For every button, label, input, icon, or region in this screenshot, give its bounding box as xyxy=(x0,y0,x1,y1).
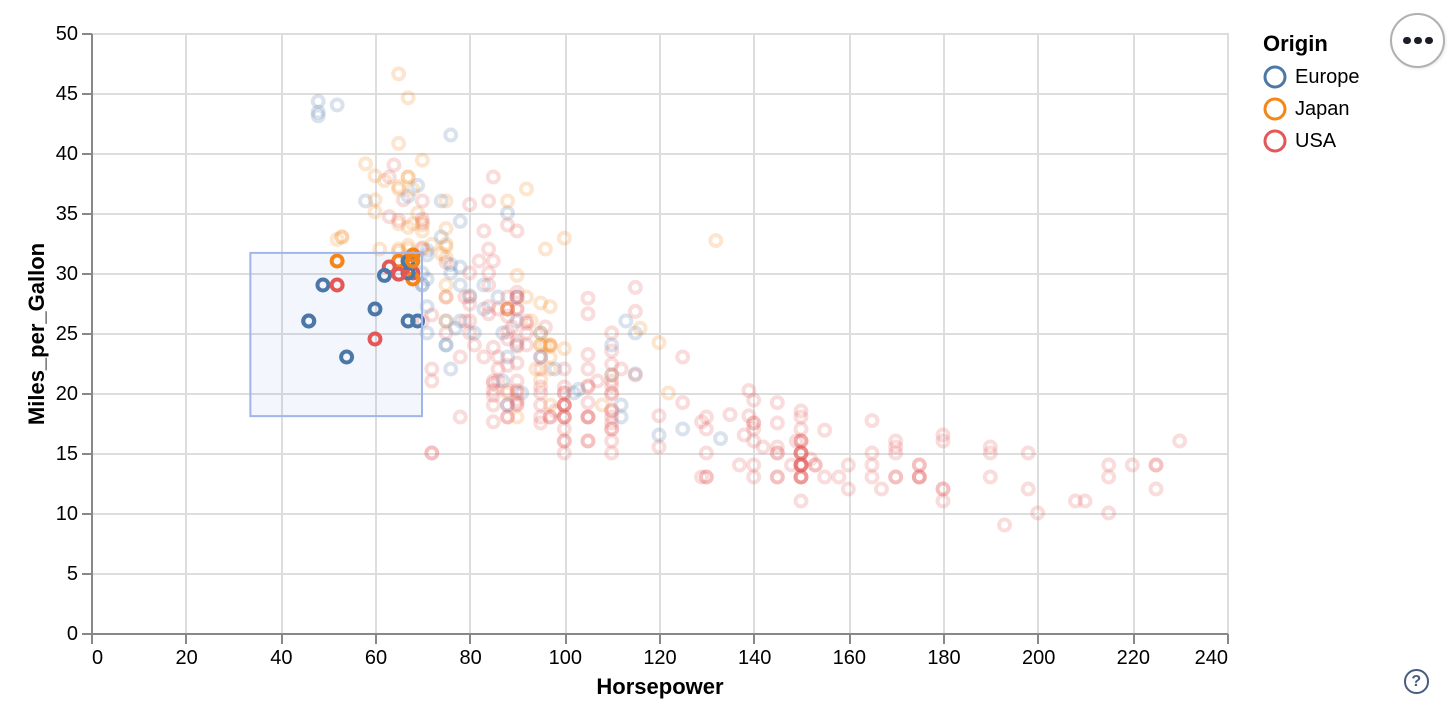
svg-text:25: 25 xyxy=(56,323,78,345)
svg-text:Miles_per_Gallon: Miles_per_Gallon xyxy=(24,243,49,425)
svg-text:Horsepower: Horsepower xyxy=(597,674,725,699)
svg-text:45: 45 xyxy=(56,83,78,105)
svg-text:160: 160 xyxy=(833,647,866,669)
svg-text:120: 120 xyxy=(644,647,677,669)
svg-text:30: 30 xyxy=(56,263,78,285)
svg-text:140: 140 xyxy=(738,647,771,669)
svg-text:35: 35 xyxy=(56,203,78,225)
svg-text:50: 50 xyxy=(56,23,78,45)
svg-text:0: 0 xyxy=(92,647,103,669)
svg-text:60: 60 xyxy=(365,647,387,669)
svg-text:Europe: Europe xyxy=(1295,66,1360,88)
svg-text:Origin: Origin xyxy=(1263,31,1328,56)
svg-text:0: 0 xyxy=(67,623,78,645)
svg-text:80: 80 xyxy=(460,647,482,669)
svg-text:200: 200 xyxy=(1022,647,1055,669)
svg-text:40: 40 xyxy=(56,143,78,165)
svg-text:10: 10 xyxy=(56,503,78,525)
svg-text:Japan: Japan xyxy=(1295,98,1350,120)
svg-text:20: 20 xyxy=(56,383,78,405)
svg-text:220: 220 xyxy=(1117,647,1150,669)
svg-text:20: 20 xyxy=(176,647,198,669)
svg-text:15: 15 xyxy=(56,443,78,465)
svg-text:240: 240 xyxy=(1195,647,1228,669)
svg-text:100: 100 xyxy=(549,647,582,669)
svg-text:40: 40 xyxy=(271,647,293,669)
svg-text:180: 180 xyxy=(928,647,961,669)
svg-text:5: 5 xyxy=(67,563,78,585)
svg-text:USA: USA xyxy=(1295,130,1337,152)
